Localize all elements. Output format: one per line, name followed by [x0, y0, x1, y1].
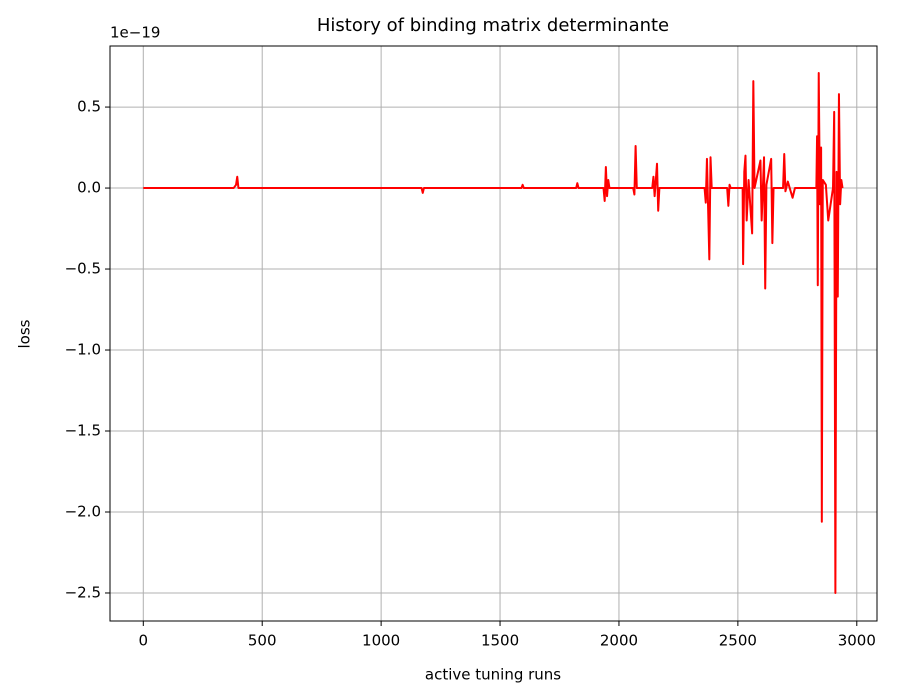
x-tick-label: 2500: [719, 632, 757, 650]
x-tick-label: 2000: [600, 632, 638, 650]
x-tick-label: 1000: [362, 632, 400, 650]
chart-title: History of binding matrix determinante: [317, 15, 669, 36]
y-tick-label: 0.5: [77, 98, 101, 116]
y-tick-label: −1.5: [65, 422, 101, 440]
x-tick-label: 500: [248, 632, 277, 650]
y-offset-text: 1e−19: [110, 24, 160, 42]
y-tick-label: −2.0: [65, 502, 101, 520]
x-tick-label: 0: [139, 632, 149, 650]
data-line: [143, 72, 844, 594]
y-tick-label: −2.5: [65, 583, 101, 601]
plot-frame: [109, 45, 878, 622]
y-tick-label: −1.0: [65, 341, 101, 359]
x-tick-label: 1500: [481, 632, 519, 650]
x-axis-label: active tuning runs: [425, 666, 561, 684]
y-axis-label: loss: [16, 319, 34, 348]
y-tick-label: −0.5: [65, 260, 101, 278]
x-tick-label: 3000: [838, 632, 876, 650]
y-tick-label: 0.0: [77, 179, 101, 197]
